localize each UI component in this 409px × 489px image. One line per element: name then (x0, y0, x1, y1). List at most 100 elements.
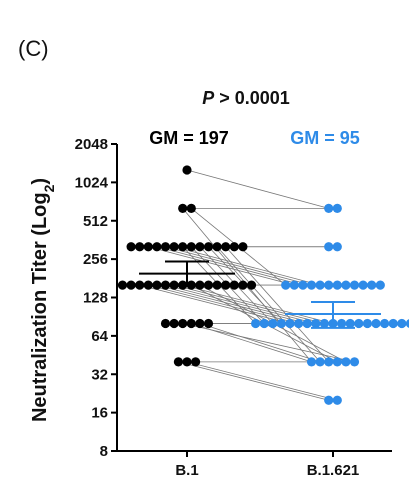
panel-label: (C) (18, 36, 49, 61)
data-point-b1621 (345, 318, 355, 329)
data-point-b1621 (251, 318, 261, 329)
data-points (117, 165, 409, 405)
data-point-b1621 (332, 203, 342, 213)
data-point-b1 (195, 242, 205, 252)
data-point-b1621 (354, 318, 364, 329)
data-point-b1 (186, 242, 196, 252)
pair-line (178, 361, 329, 401)
x-tick-label: B.1 (175, 462, 198, 479)
y-tick-label: 1024 (75, 174, 109, 191)
data-point-b1 (152, 280, 162, 290)
pair-line (156, 246, 304, 286)
data-point-b1621 (324, 395, 334, 405)
data-point-b1 (203, 318, 214, 329)
data-point-b1 (143, 242, 153, 252)
gm-label-b1: GM = 197 (149, 128, 229, 148)
data-point-b1 (126, 280, 136, 290)
data-point-b1621 (289, 280, 299, 290)
data-point-b1621 (298, 280, 308, 290)
data-point-b1 (229, 242, 239, 252)
data-point-b1621 (268, 318, 278, 329)
data-point-b1621 (311, 318, 321, 329)
data-point-b1621 (285, 318, 295, 329)
data-point-b1 (173, 357, 183, 367)
y-axis-label-main: Neutralization Titer (Log (29, 192, 51, 422)
data-point-b1 (238, 280, 248, 290)
data-point-b1 (203, 242, 214, 252)
y-tick-label: 8 (100, 443, 108, 460)
p-value-rest: > 0.0001 (214, 88, 290, 108)
data-point-b1621 (371, 318, 381, 329)
pair-line (139, 284, 291, 324)
data-point-b1621 (341, 357, 351, 367)
data-point-b1 (195, 318, 205, 329)
pair-line (191, 323, 312, 363)
data-point-b1621 (315, 280, 325, 290)
data-point-b1621 (380, 318, 390, 329)
y-tick-label: 512 (83, 213, 108, 230)
pair-line (225, 246, 329, 363)
pair-line (156, 284, 308, 324)
data-point-b1621 (332, 280, 342, 290)
data-point-b1621 (337, 318, 347, 329)
pair-line (173, 246, 321, 286)
gm-label-b1621: GM = 95 (290, 128, 360, 148)
x-categories: B.1 B.1.621 (175, 451, 359, 479)
pair-line (216, 246, 321, 363)
pair-line (186, 361, 338, 401)
data-point-b1621 (324, 203, 334, 213)
pair-line (165, 284, 316, 324)
data-point-b1621 (324, 357, 334, 367)
data-point-b1621 (332, 242, 342, 252)
y-tick-label: 128 (83, 290, 108, 307)
data-point-b1 (182, 165, 192, 175)
data-point-b1621 (332, 395, 342, 405)
y-tick-label: 16 (91, 405, 108, 422)
x-tick-label: B.1.621 (307, 462, 360, 479)
data-point-b1 (221, 242, 231, 252)
data-point-b1621 (315, 357, 325, 367)
y-axis-label-close: ) (29, 178, 51, 185)
data-point-b1621 (362, 318, 372, 329)
data-point-b1621 (375, 280, 385, 290)
data-point-b1621 (349, 357, 360, 367)
data-point-b1621 (332, 357, 342, 367)
data-point-b1 (135, 280, 145, 290)
data-point-b1 (182, 357, 192, 367)
data-point-b1621 (324, 242, 334, 252)
data-point-b1 (126, 242, 136, 252)
data-point-b1621 (388, 318, 398, 329)
y-tick-label: 2048 (75, 136, 108, 153)
y-ticks: 8 16 32 64 128 256 512 1024 2048 (75, 136, 117, 460)
data-point-b1621 (281, 280, 291, 290)
data-point-b1 (160, 242, 171, 252)
data-point-b1 (117, 280, 128, 290)
data-point-b1621 (259, 318, 269, 329)
data-point-b1621 (276, 318, 286, 329)
data-point-b1621 (324, 280, 334, 290)
y-tick-label: 64 (91, 328, 108, 345)
data-point-b1 (246, 280, 257, 290)
data-point-b1621 (294, 318, 304, 329)
pair-line (174, 284, 325, 324)
pair-line (148, 246, 295, 286)
data-point-b1621 (302, 318, 312, 329)
pair-line (165, 246, 312, 286)
pair-line (199, 323, 321, 363)
p-value-label: P > 0.0001 (202, 88, 290, 108)
data-point-b1 (229, 280, 239, 290)
y-axis-label: Neutralization Titer (Log2) (29, 178, 57, 422)
pair-line (148, 284, 299, 324)
data-point-b1621 (349, 280, 360, 290)
data-point-b1621 (306, 357, 317, 367)
pair-line (186, 169, 329, 209)
data-point-b1 (178, 203, 188, 213)
pair-line (182, 284, 334, 324)
data-point-b1 (152, 242, 162, 252)
data-point-b1 (186, 318, 196, 329)
data-point-b1621 (319, 318, 329, 329)
data-point-b1 (178, 318, 188, 329)
data-point-b1 (143, 280, 153, 290)
gm-ci-bars (139, 260, 381, 329)
